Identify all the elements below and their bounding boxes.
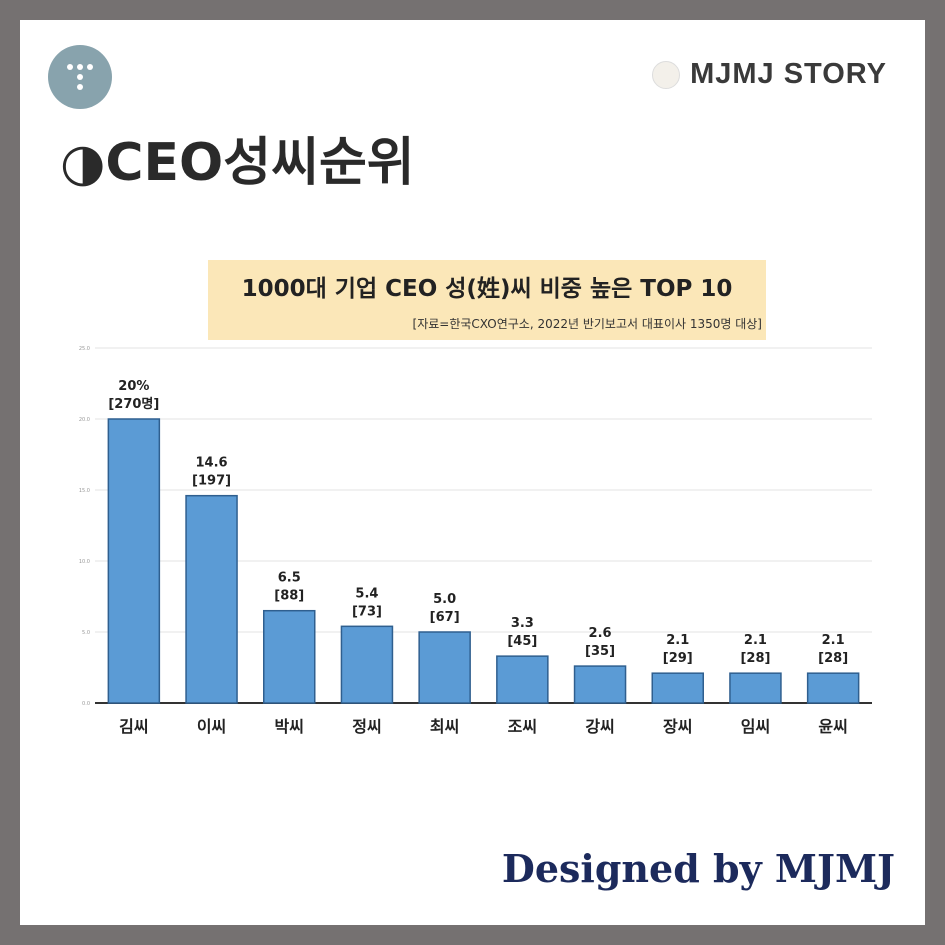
value-label: 5.4 xyxy=(355,586,378,601)
value-label: 5.0 xyxy=(433,592,456,607)
count-label: [28] xyxy=(818,651,848,666)
count-label: [73] xyxy=(352,604,382,619)
category-label: 임씨 xyxy=(741,717,770,736)
value-label: 2.6 xyxy=(589,626,612,641)
value-label: 3.3 xyxy=(511,616,534,631)
bar xyxy=(806,672,860,704)
value-label: 6.5 xyxy=(278,571,301,586)
count-label: [197] xyxy=(192,474,231,489)
category-label: 박씨 xyxy=(275,717,304,736)
chart-title-box xyxy=(208,260,766,340)
category-label: 최씨 xyxy=(430,717,459,736)
bar xyxy=(573,665,627,704)
y-tick-label: 10.0 xyxy=(79,559,90,565)
category-label: 장씨 xyxy=(663,717,692,736)
y-tick-label: 20.0 xyxy=(79,417,90,423)
count-label: [88] xyxy=(274,589,304,604)
t-logo-icon xyxy=(67,64,93,90)
data-labels: 20% [270명] 14.6 [197] 6.5 [88] 5.4 [73] 5.0 [67] 3… xyxy=(108,379,848,666)
bar xyxy=(651,672,704,704)
footer-credit: Designed by MJMJ xyxy=(501,846,895,891)
y-tick-label: 5.0 xyxy=(82,630,90,636)
bar-chart: 1000대 기업 CEO 성(姓)씨 비중 높은 TOP 10 [자료=한국CX… xyxy=(79,260,872,736)
brand-text: MJMJ STORY xyxy=(690,58,887,90)
count-label: [270명] xyxy=(108,396,159,412)
bar xyxy=(263,609,316,704)
value-label: 20% xyxy=(118,379,149,394)
count-label: [35] xyxy=(585,644,615,659)
category-label: 정씨 xyxy=(352,717,381,736)
y-tick-label: 25.0 xyxy=(79,346,90,352)
bar xyxy=(340,625,394,704)
chart-title: 1000대 기업 CEO 성(姓)씨 비중 높은 TOP 10 xyxy=(242,276,733,302)
y-tick-label: 15.0 xyxy=(79,488,90,494)
chart-subtitle: [자료=한국CXO연구소, 2022년 반기보고서 대표이사 1350명 대상] xyxy=(413,317,762,331)
value-label: 2.1 xyxy=(666,633,689,648)
bar xyxy=(729,672,782,704)
category-label: 김씨 xyxy=(119,717,148,736)
card: MJMJ STORY ◑CEO성씨순위 1000대 기업 CEO 성(姓)씨 비… xyxy=(20,20,925,925)
logo-circle xyxy=(48,45,112,109)
page-title: ◑CEO성씨순위 xyxy=(60,133,415,193)
brand-badge-icon xyxy=(652,60,681,89)
bars xyxy=(107,418,860,704)
count-label: [28] xyxy=(740,651,770,666)
brand: MJMJ STORY xyxy=(652,58,887,91)
count-label: [45] xyxy=(507,634,537,649)
category-label: 이씨 xyxy=(197,717,226,736)
count-label: [67] xyxy=(430,610,460,625)
bar xyxy=(107,418,161,704)
category-label: 조씨 xyxy=(508,717,537,736)
bar xyxy=(496,655,549,704)
value-label: 2.1 xyxy=(822,633,845,648)
value-label: 14.6 xyxy=(196,456,228,471)
count-label: [29] xyxy=(663,651,693,666)
y-tick-label: 0.0 xyxy=(82,701,90,707)
category-label: 윤씨 xyxy=(818,717,847,736)
category-labels: 김씨 이씨 박씨 정씨 최씨 조씨 강씨 장씨 임씨 윤씨 xyxy=(119,717,848,736)
category-label: 강씨 xyxy=(585,717,614,736)
value-label: 2.1 xyxy=(744,633,767,648)
y-tick-labels: 0.0 5.0 10.0 15.0 20.0 25.0 xyxy=(79,346,90,707)
bar xyxy=(418,631,471,704)
bar xyxy=(185,494,238,704)
